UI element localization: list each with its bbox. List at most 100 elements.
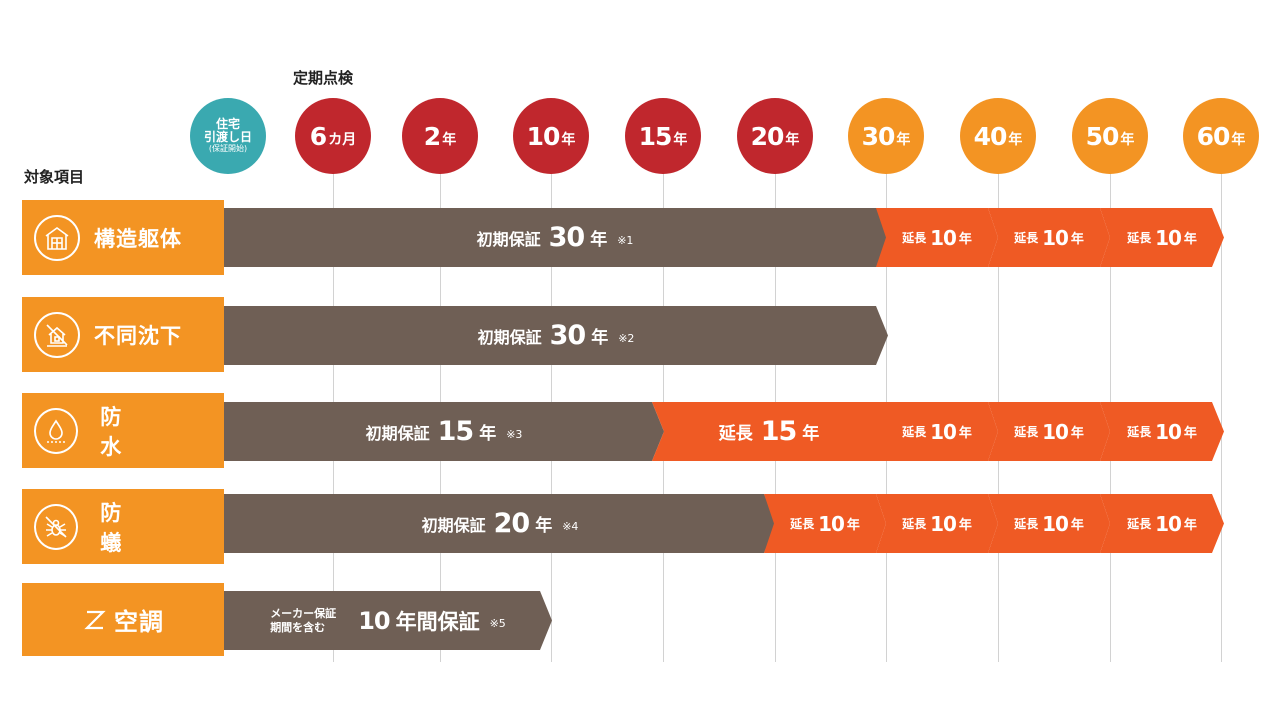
bar-label: 延長 (902, 425, 927, 439)
bar-note: ※1 (617, 234, 634, 247)
bar-label: 延長 (1127, 231, 1152, 245)
bar-number: 10 (930, 225, 957, 250)
aircon-prefix: メーカー保証 期間を含む (270, 607, 336, 633)
bar-note: ※3 (506, 428, 523, 441)
item-label: 空調 (114, 608, 164, 636)
extension-bar: 延長 10 年 (876, 494, 998, 553)
aircon-prefix-line1: メーカー保証 (270, 607, 337, 621)
bar-unit: 年 (1070, 232, 1084, 247)
circle-number: 6 (309, 121, 327, 151)
item-structure: 構造躯体 (22, 200, 224, 275)
bar-unit: 年 (1183, 232, 1197, 247)
circle-number: 2 (423, 121, 441, 151)
bar-number: 15 (760, 416, 798, 447)
bar-number: 10 (1042, 225, 1069, 250)
initial-warranty-bar: 初期保証 20 年 ※4 (224, 494, 776, 553)
circle-unit: 年 (896, 132, 911, 148)
bar-label: 初期保証 (477, 327, 542, 347)
no-termite-icon (34, 503, 79, 550)
item-label: 構造躯体 (94, 226, 182, 251)
bar-unit: 年 (591, 328, 609, 348)
circle-number: 20 (750, 121, 785, 151)
aircon-icon (82, 607, 108, 633)
no-house-sinking-icon (34, 311, 80, 358)
extension-bar: 延長 10 年 (876, 208, 998, 267)
inspection-header: 定期点検 (293, 69, 354, 87)
mid-extension-bar: 延長 15 年 (652, 402, 886, 461)
bar-number: 10 (1155, 225, 1182, 250)
circle-unit: 年 (1008, 132, 1023, 148)
bar-label: 延長 (902, 231, 927, 245)
initial-warranty-bar: メーカー保証 期間を含む 10 年間保証 ※5 (224, 591, 552, 650)
bar-number: 10 (1042, 419, 1069, 444)
circle-number: 15 (638, 121, 673, 151)
bar-label: 延長 (718, 424, 753, 444)
extension-circle-30-years: 30 年 (848, 98, 924, 174)
circle-unit: カ月 (328, 132, 357, 148)
extension-bar: 延長 10 年 (1100, 208, 1224, 267)
item-label: 防 蟻 (100, 500, 187, 555)
item-label: 防 水 (100, 404, 187, 459)
bar-note: ※5 (489, 617, 506, 630)
circle-number: 60 (1196, 121, 1231, 151)
handover-line1: 住宅 (215, 117, 240, 132)
extension-circle-60-years: 60 年 (1183, 98, 1259, 174)
handover-circle: 住宅 引渡し日 (保証開始) (190, 98, 266, 174)
bar-label: 延長 (902, 517, 927, 531)
bar-number: 20 (493, 508, 531, 539)
structure-icon (34, 214, 80, 261)
gridline-60-years (1221, 170, 1222, 662)
circle-number: 40 (973, 121, 1008, 151)
bar-label: 延長 (1014, 231, 1039, 245)
bar-unit: 年 (535, 516, 553, 536)
extension-circle-50-years: 50 年 (1072, 98, 1148, 174)
bar-label: 初期保証 (476, 229, 541, 249)
circle-unit: 年 (1231, 132, 1246, 148)
bar-unit: 年 (802, 424, 820, 444)
item-label: 不同沈下 (94, 323, 182, 348)
bar-number: 10 (930, 511, 957, 536)
bar-unit: 年 (958, 426, 972, 441)
item-uneven-settlement: 不同沈下 (22, 297, 224, 372)
bar-unit: 年 (1070, 426, 1084, 441)
bar-number: 10 (358, 606, 390, 635)
bar-unit: 年 (590, 230, 608, 250)
bar-number: 15 (437, 416, 475, 447)
extension-bar: 延長 10 年 (764, 494, 886, 553)
bar-unit: 年 (846, 518, 860, 533)
bar-note: ※2 (618, 332, 635, 345)
bar-number: 30 (549, 320, 587, 351)
circle-number: 30 (861, 121, 896, 151)
inspection-circle-15-years: 15 年 (625, 98, 701, 174)
bar-unit: 年 (1070, 518, 1084, 533)
bar-number: 30 (548, 222, 586, 253)
extension-bar: 延長 10 年 (988, 402, 1110, 461)
aircon-prefix-line2: 期間を含む (270, 620, 326, 634)
extension-circle-40-years: 40 年 (960, 98, 1036, 174)
item-air-conditioning: 空調 (22, 583, 224, 656)
extension-bar: 延長 10 年 (1100, 402, 1224, 461)
item-termite-protection: 防 蟻 (22, 489, 224, 564)
bar-label: 延長 (1014, 425, 1039, 439)
circle-unit: 年 (1120, 132, 1135, 148)
handover-line2: 引渡し日 (203, 129, 252, 144)
initial-warranty-bar: 初期保証 30 年 ※1 (224, 208, 886, 267)
water-drop-icon (34, 407, 79, 454)
handover-line3: (保証開始) (208, 144, 248, 154)
bar-label: 延長 (1127, 425, 1152, 439)
bar-note: ※4 (562, 520, 579, 533)
circle-number: 10 (526, 121, 561, 151)
bar-unit: 年 (958, 232, 972, 247)
initial-warranty-bar: 初期保証 15 年 ※3 (224, 402, 664, 461)
bar-label: 延長 (1014, 517, 1039, 531)
bar-unit: 年間保証 (395, 609, 480, 634)
items-header: 対象項目 (24, 168, 85, 186)
circle-unit: 年 (442, 132, 457, 148)
bar-unit: 年 (1183, 426, 1197, 441)
bar-label: 初期保証 (365, 423, 430, 443)
circle-unit: 年 (673, 132, 688, 148)
circle-unit: 年 (561, 132, 576, 148)
inspection-circle-6-months: 6 カ月 (295, 98, 371, 174)
bar-label: 延長 (1127, 517, 1152, 531)
